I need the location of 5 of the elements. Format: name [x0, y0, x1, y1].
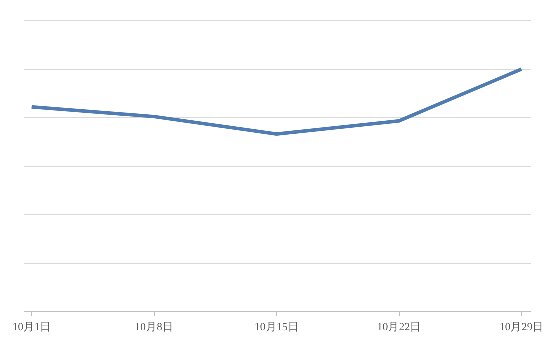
x-tick-label: 10月8日: [135, 322, 174, 334]
x-tick-label: 10月29日: [500, 322, 544, 334]
x-tick-label: 10月22日: [377, 322, 422, 334]
x-tick-label: 10月1日: [12, 322, 52, 334]
x-tick-label: 10月15日: [254, 322, 299, 334]
